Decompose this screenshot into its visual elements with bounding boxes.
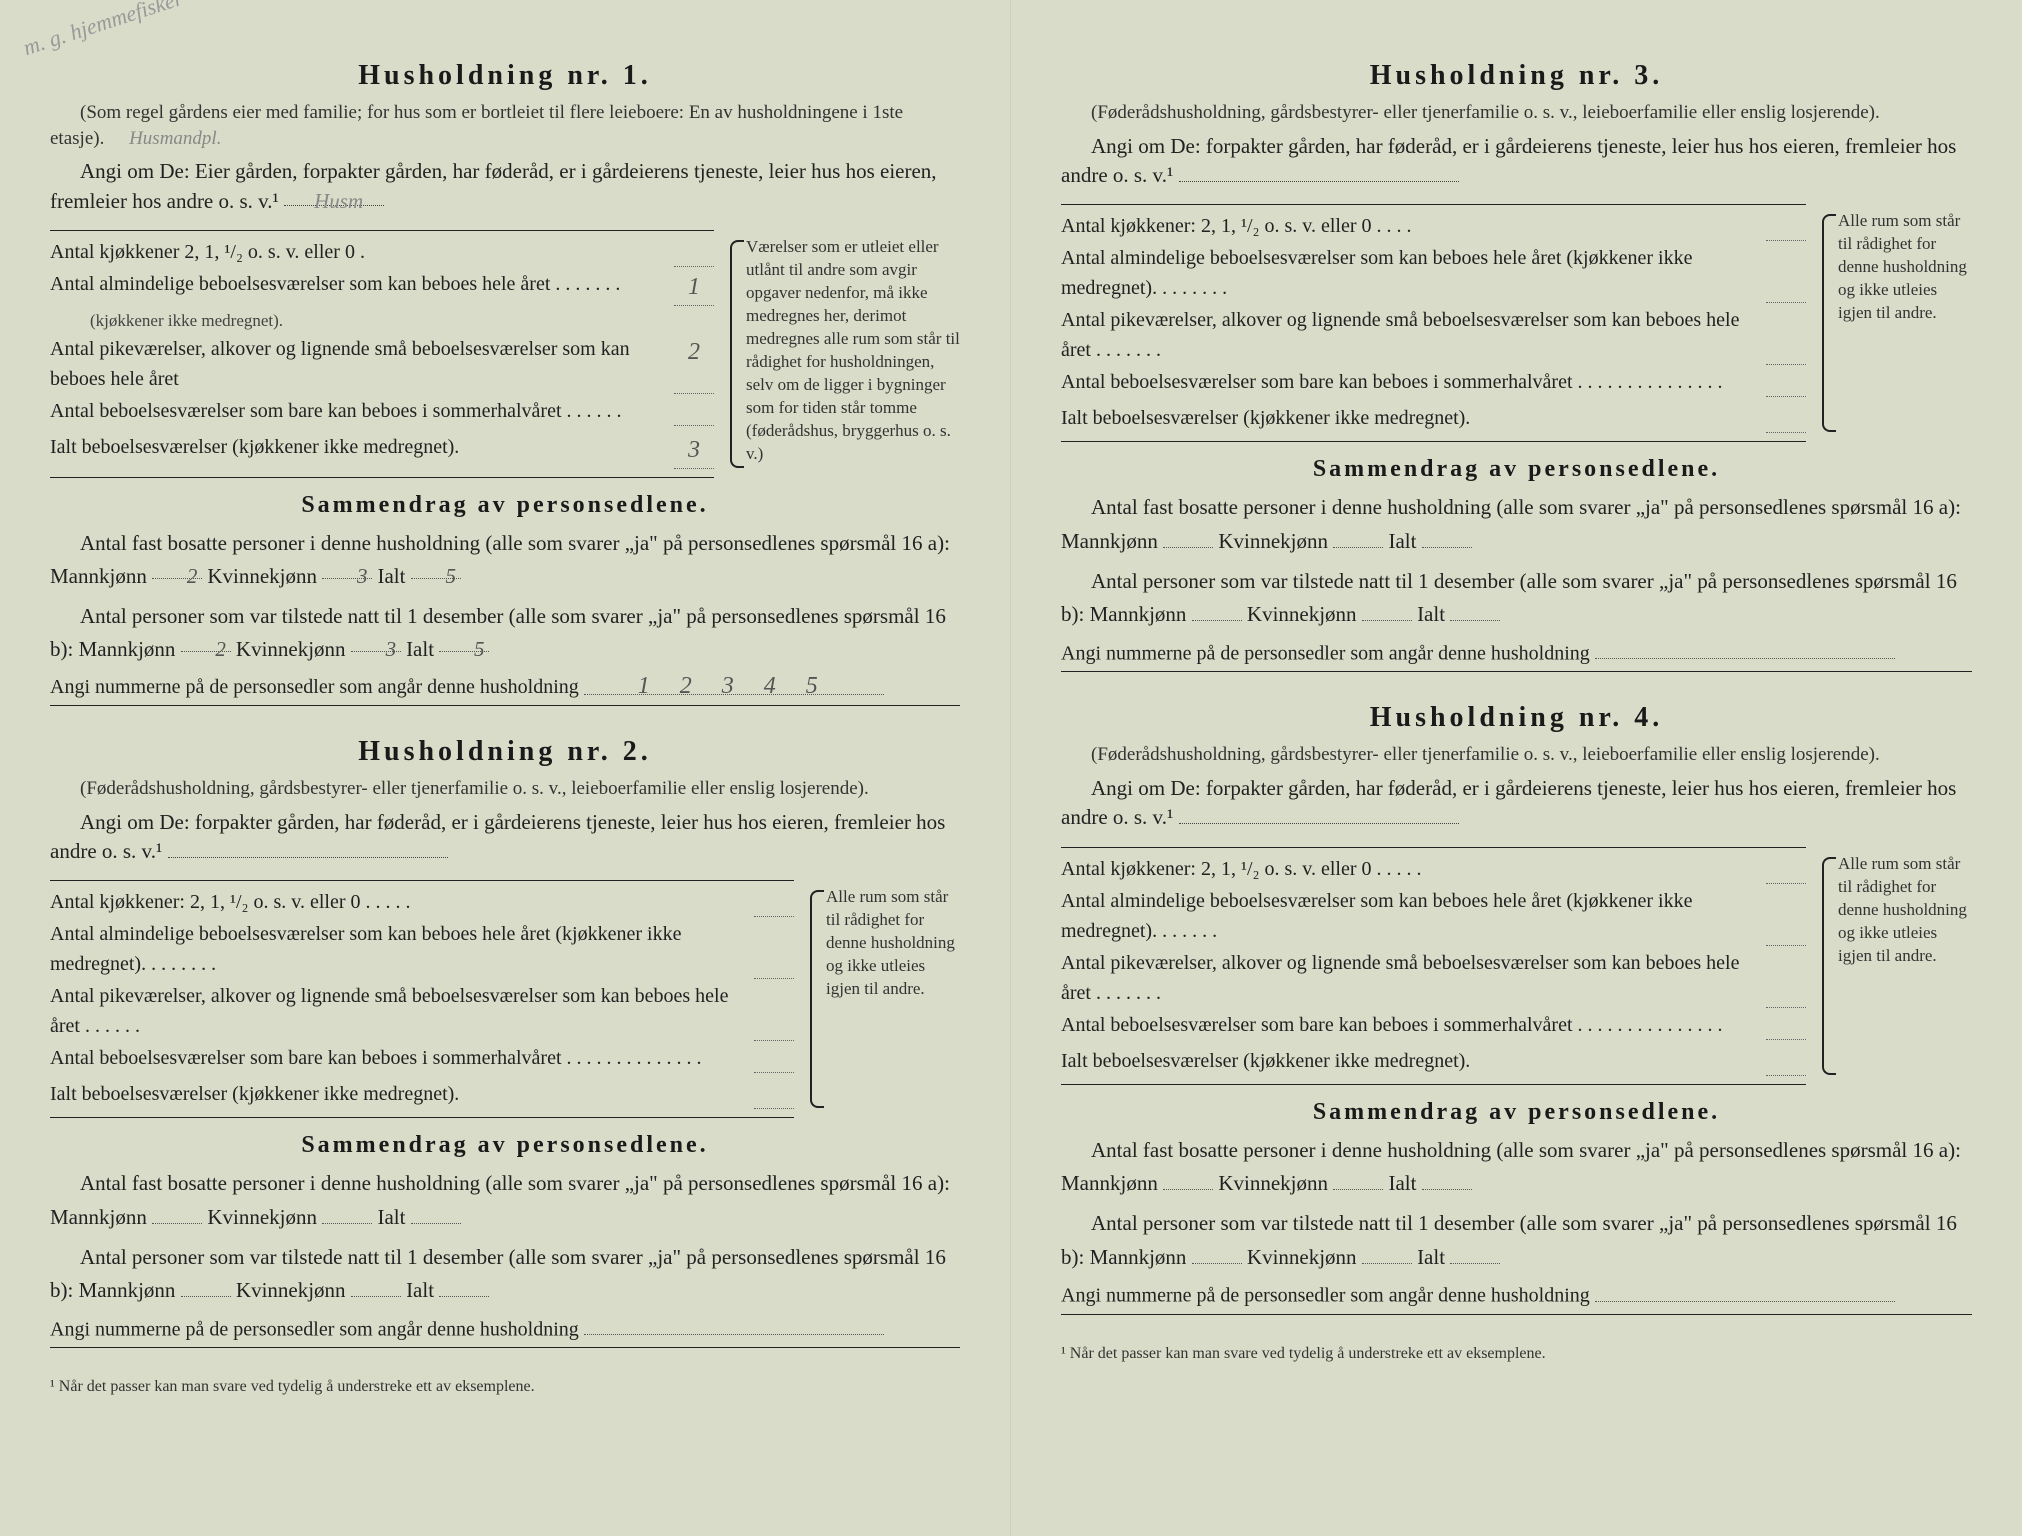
maid-rooms-label: Antal pikeværelser, alkover og lignende … — [1061, 948, 1758, 1008]
household-2-rooms-note: Alle rum som står til rådighet for denne… — [810, 880, 960, 1118]
bracket-icon — [730, 240, 744, 468]
household-3-subtitle: (Føderådshusholdning, gårdsbestyrer- ell… — [1061, 100, 1972, 126]
footnote-right: ¹ Når det passer kan man svare ved tydel… — [1061, 1345, 1972, 1363]
household-3-summary-title: Sammendrag av personsedlene. — [1061, 456, 1972, 483]
household-2-intro-value — [168, 839, 448, 858]
summer-rooms-label: Antal beboelsesværelser som bare kan beb… — [1061, 367, 1758, 397]
left-page: m. g. hjemmefisker Husholdning nr. 1. (S… — [0, 0, 1011, 1536]
summer-rooms-value — [674, 396, 714, 426]
household-4-summary-title: Sammendrag av personsedlene. — [1061, 1099, 1972, 1126]
household-2-subtitle: (Føderådshusholdning, gårdsbestyrer- ell… — [50, 776, 960, 802]
ordinary-rooms-value: 1 — [674, 269, 714, 306]
household-2-summary-title: Sammendrag av personsedlene. — [50, 1132, 960, 1159]
household-3: Husholdning nr. 3. (Føderådshusholdning,… — [1061, 60, 1972, 672]
household-4-numbers-line: Angi nummerne på de personsedler som ang… — [1061, 1280, 1972, 1315]
household-4-subtitle: (Føderådshusholdning, gårdsbestyrer- ell… — [1061, 742, 1972, 768]
maid-rooms-label: Antal pikeværelser, alkover og lignende … — [50, 981, 746, 1041]
household-3-rooms-note: Alle rum som står til rådighet for denne… — [1822, 204, 1972, 442]
kitchens-label: Antal kjøkkener 2, 1, ¹/₂ o. s. v. eller… — [50, 237, 666, 267]
household-2-numbers-line: Angi nummerne på de personsedler som ang… — [50, 1314, 960, 1349]
household-1-rooms-note: Værelser som er utleiet eller utlånt til… — [730, 230, 960, 478]
total-rooms-label: Ialt beboelsesværelser (kjøkkener ikke m… — [50, 432, 666, 469]
household-4-rooms: Antal kjøkkener: 2, 1, ¹/₂ o. s. v. elle… — [1061, 847, 1806, 1085]
household-1: Husholdning nr. 1. (Som regel gårdens ei… — [50, 60, 960, 706]
fast-male-value: 2 — [152, 560, 202, 579]
household-4-intro: Angi om De: forpakter gården, har føderå… — [1061, 774, 1972, 833]
household-3-body: Antal kjøkkener: 2, 1, ¹/₂ o. s. v. elle… — [1061, 204, 1972, 442]
household-1-person-numbers: 1 2 3 4 5 — [584, 673, 884, 695]
maid-rooms-label: Antal pikeværelser, alkover og lignende … — [1061, 305, 1758, 365]
handwritten-marginal-note: m. g. hjemmefisker — [20, 0, 186, 61]
bracket-icon — [810, 890, 824, 1108]
summer-rooms-label: Antal beboelsesværelser som bare kan beb… — [50, 1043, 746, 1073]
household-1-intro-value: Husm — [284, 187, 384, 206]
household-1-summary: Antal fast bosatte personer i denne hush… — [50, 527, 960, 667]
household-1-summary-title: Sammendrag av personsedlene. — [50, 492, 960, 519]
household-3-title: Husholdning nr. 3. — [1061, 60, 1972, 92]
household-2-intro: Angi om De: forpakter gården, har føderå… — [50, 808, 960, 867]
kitchens-label: Antal kjøkkener: 2, 1, ¹/₂ o. s. v. elle… — [50, 887, 746, 917]
household-1-subtitle: (Som regel gårdens eier med familie; for… — [50, 100, 960, 151]
total-rooms-label: Ialt beboelsesværelser (kjøkkener ikke m… — [50, 1079, 746, 1109]
summer-rooms-label: Antal beboelsesværelser som bare kan beb… — [50, 396, 666, 426]
right-page: Husholdning nr. 3. (Føderådshusholdning,… — [1011, 0, 2022, 1536]
ordinary-rooms-note: (kjøkkener ikke medregnet). — [50, 308, 714, 334]
household-3-rooms: Antal kjøkkener: 2, 1, ¹/₂ o. s. v. elle… — [1061, 204, 1806, 442]
ordinary-rooms-label: Antal almindelige beboelsesværelser som … — [50, 919, 746, 979]
present-total-value: 5 — [439, 633, 489, 652]
ordinary-rooms-label: Antal almindelige beboelsesværelser som … — [1061, 886, 1758, 946]
bracket-icon — [1822, 214, 1836, 432]
bracket-icon — [1822, 857, 1836, 1075]
household-2-body: Antal kjøkkener: 2, 1, ¹/₂ o. s. v. elle… — [50, 880, 960, 1118]
household-4-body: Antal kjøkkener: 2, 1, ¹/₂ o. s. v. elle… — [1061, 847, 1972, 1085]
fast-total-value: 5 — [411, 560, 461, 579]
maid-rooms-value: 2 — [674, 334, 714, 394]
household-1-body: Antal kjøkkener 2, 1, ¹/₂ o. s. v. eller… — [50, 230, 960, 478]
household-1-intro: Angi om De: Eier gården, forpakter gårde… — [50, 157, 960, 216]
household-4-title: Husholdning nr. 4. — [1061, 702, 1972, 734]
household-2-summary: Antal fast bosatte personer i denne hush… — [50, 1167, 960, 1307]
kitchens-label: Antal kjøkkener: 2, 1, ¹/₂ o. s. v. elle… — [1061, 211, 1758, 241]
kitchens-label: Antal kjøkkener: 2, 1, ¹/₂ o. s. v. elle… — [1061, 854, 1758, 884]
household-1-rooms: Antal kjøkkener 2, 1, ¹/₂ o. s. v. eller… — [50, 230, 714, 478]
ordinary-rooms-label: Antal almindelige beboelsesværelser som … — [50, 269, 666, 306]
kitchens-value — [674, 237, 714, 267]
ordinary-rooms-label: Antal almindelige beboelsesværelser som … — [1061, 243, 1758, 303]
household-3-intro: Angi om De: forpakter gården, har føderå… — [1061, 132, 1972, 191]
household-3-summary: Antal fast bosatte personer i denne hush… — [1061, 491, 1972, 631]
household-1-handwritten-subtitle: Husmandpl. — [129, 128, 221, 149]
household-2-rooms: Antal kjøkkener: 2, 1, ¹/₂ o. s. v. elle… — [50, 880, 794, 1118]
present-female-value: 3 — [351, 633, 401, 652]
household-3-numbers-line: Angi nummerne på de personsedler som ang… — [1061, 638, 1972, 673]
household-2: Husholdning nr. 2. (Føderådshusholdning,… — [50, 736, 960, 1348]
household-4: Husholdning nr. 4. (Føderådshusholdning,… — [1061, 702, 1972, 1314]
total-rooms-value: 3 — [674, 432, 714, 469]
footnote-left: ¹ Når det passer kan man svare ved tydel… — [50, 1378, 960, 1396]
household-4-summary: Antal fast bosatte personer i denne hush… — [1061, 1134, 1972, 1274]
household-4-rooms-note: Alle rum som står til rådighet for denne… — [1822, 847, 1972, 1085]
household-2-title: Husholdning nr. 2. — [50, 736, 960, 768]
present-male-value: 2 — [181, 633, 231, 652]
total-rooms-label: Ialt beboelsesværelser (kjøkkener ikke m… — [1061, 1046, 1758, 1076]
household-1-numbers-line: Angi nummerne på de personsedler som ang… — [50, 673, 960, 706]
fast-female-value: 3 — [322, 560, 372, 579]
maid-rooms-label: Antal pikeværelser, alkover og lignende … — [50, 334, 666, 394]
total-rooms-label: Ialt beboelsesværelser (kjøkkener ikke m… — [1061, 403, 1758, 433]
summer-rooms-label: Antal beboelsesværelser som bare kan beb… — [1061, 1010, 1758, 1040]
household-1-title: Husholdning nr. 1. — [50, 60, 960, 92]
